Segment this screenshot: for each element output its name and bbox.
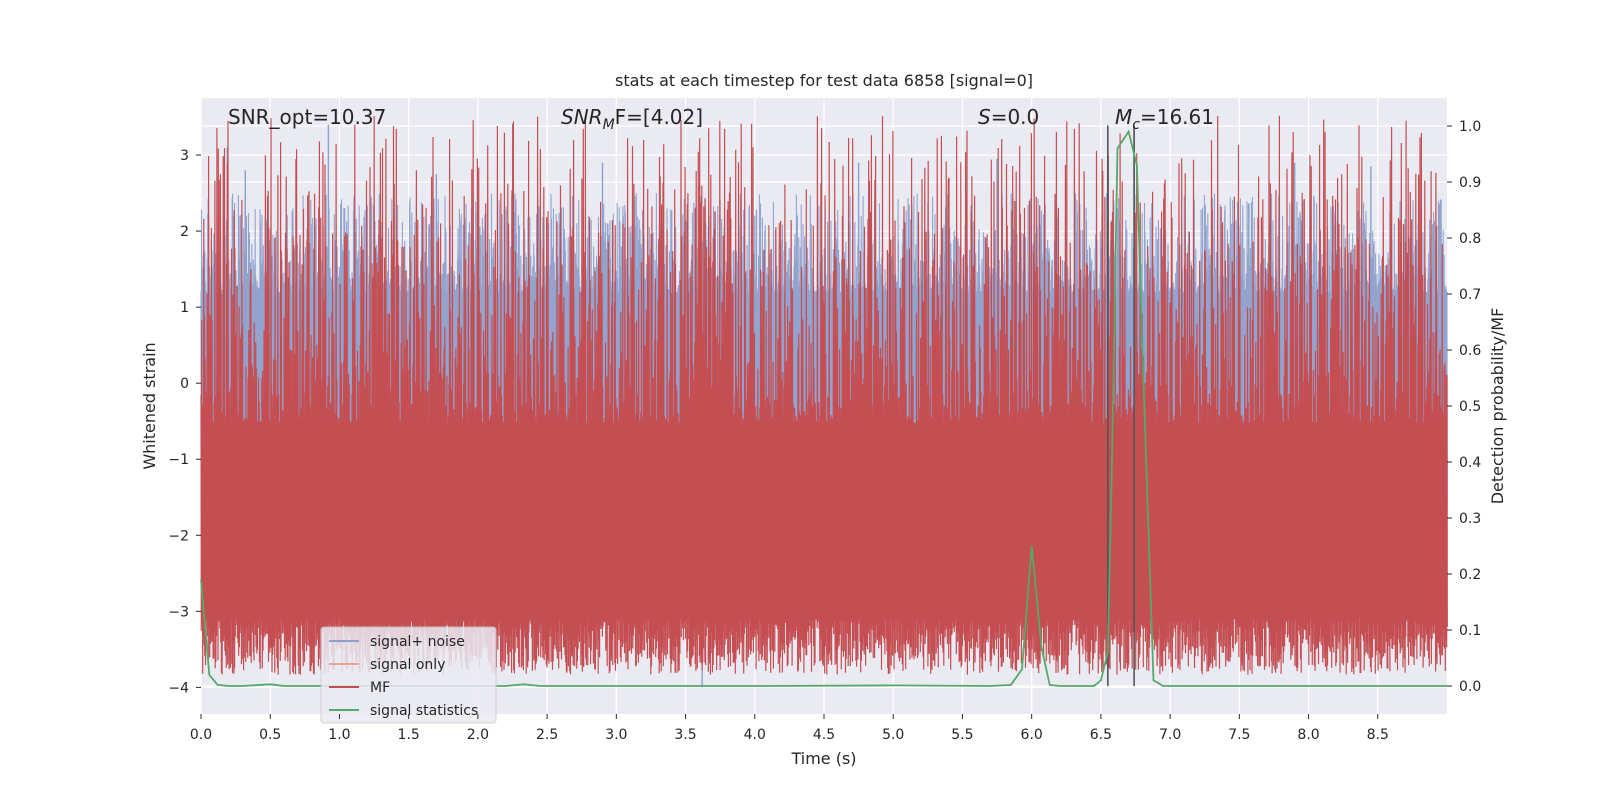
x-tick-label: 0.5 — [259, 727, 281, 743]
y-tick-label-right: 0.6 — [1459, 343, 1481, 359]
plot-area — [200, 98, 1448, 714]
legend-box — [320, 626, 497, 724]
x-tick-label: 5.5 — [951, 727, 973, 743]
x-tick-label: 7.5 — [1228, 727, 1250, 743]
y-tick-label-left: −2 — [168, 528, 189, 544]
y-tick-label-right: 0.4 — [1459, 455, 1481, 471]
x-tick-label: 5.0 — [882, 727, 904, 743]
y-tick-label-right: 0.3 — [1459, 511, 1481, 527]
y-tick-label-left: −4 — [168, 680, 189, 696]
y-axis-label-right: Detection probability/MF — [1488, 308, 1507, 505]
y-tick-label-right: 0.9 — [1459, 175, 1481, 191]
y-tick-label-left: 3 — [180, 148, 189, 164]
annotation-snr-mf: SNRMF=[4.02] — [561, 105, 703, 133]
legend-label: signal statistics — [370, 703, 478, 719]
y-tick-label-right: 0.0 — [1459, 679, 1481, 695]
annotation-snr-mf-sub: M — [603, 117, 615, 133]
y-tick-label-right: 0.7 — [1459, 287, 1481, 303]
x-tick-label: 8.0 — [1297, 727, 1319, 743]
x-tick-label: 3.5 — [674, 727, 696, 743]
annotation-s: S=0.0 — [978, 105, 1039, 129]
y-tick-label-right: 0.8 — [1459, 231, 1481, 247]
x-tick-label: 1.5 — [398, 727, 420, 743]
x-tick-label: 8.5 — [1367, 727, 1389, 743]
x-tick-label: 6.0 — [1021, 727, 1043, 743]
x-tick-label: 7.0 — [1159, 727, 1181, 743]
y-tick-label-left: 0 — [180, 376, 189, 392]
x-tick-label: 2.0 — [467, 727, 489, 743]
annotation-s-italic: S — [978, 105, 991, 129]
annotation-snr-mf-rest: F=[4.02] — [615, 105, 703, 129]
y-tick-label-left: 2 — [180, 224, 189, 240]
y-tick-label-right: 0.5 — [1459, 399, 1481, 415]
series-mf-line — [200, 115, 1448, 675]
x-axis-label: Time (s) — [790, 749, 856, 768]
y-tick-label-right: 0.2 — [1459, 567, 1481, 583]
x-tick-label: 3.0 — [605, 727, 627, 743]
x-tick-label: 6.5 — [1090, 727, 1112, 743]
y-tick-label-left: −3 — [168, 604, 189, 620]
legend-label: signal+ noise — [370, 634, 465, 650]
legend-label: MF — [370, 680, 390, 696]
legend: signal+ noise signal only MF signal statist… — [320, 626, 497, 724]
annotation-snr-opt: SNR_opt=10.37 — [228, 105, 386, 129]
legend-label: signal only — [370, 657, 445, 673]
y-tick-label-left: −1 — [168, 452, 189, 468]
annotation-mc-sub: c — [1132, 117, 1140, 133]
annotation-snr-mf-main: SNR — [561, 105, 603, 129]
x-tick-label: 2.5 — [536, 727, 558, 743]
y-tick-label-left: 1 — [180, 300, 189, 316]
x-tick-label: 0.0 — [190, 727, 212, 743]
x-tick-label: 4.5 — [813, 727, 835, 743]
chart-title: stats at each timestep for test data 685… — [615, 71, 1033, 90]
annotation-mc-rest: =16.61 — [1140, 105, 1214, 129]
annotation-s-rest: =0.0 — [991, 105, 1040, 129]
y-axis-label-left: Whitened strain — [140, 342, 159, 469]
annotation-mc-italic: M — [1115, 105, 1132, 129]
x-tick-label: 4.0 — [744, 727, 766, 743]
y-tick-label-right: 1.0 — [1459, 119, 1481, 135]
series-signal-statistics-line — [200, 129, 1447, 687]
x-tick-label: 1.0 — [328, 727, 350, 743]
annotation-mc: Mc=16.61 — [1115, 105, 1214, 133]
y-tick-label-right: 0.1 — [1459, 623, 1481, 639]
